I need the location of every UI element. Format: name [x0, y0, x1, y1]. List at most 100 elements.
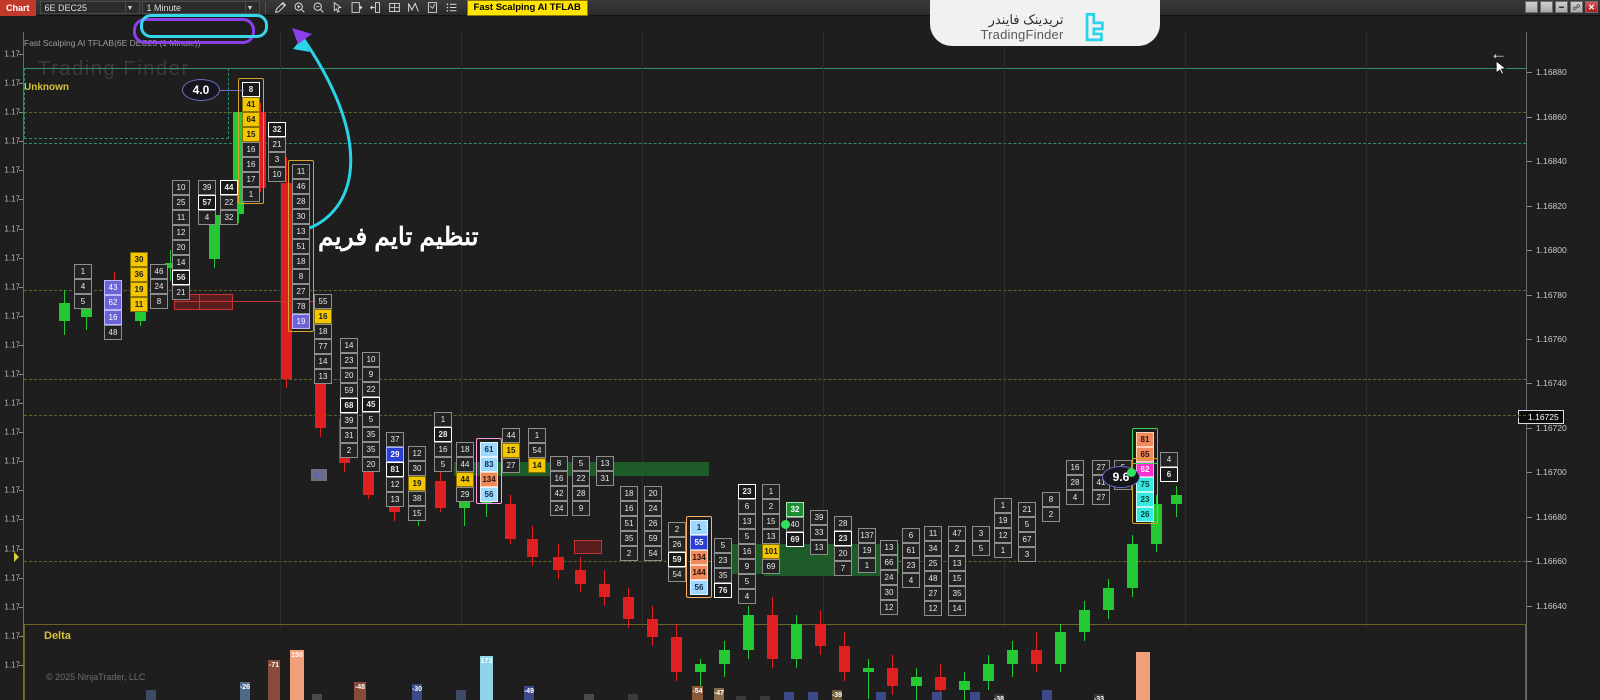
footprint-cell: 43 [104, 280, 122, 295]
footprint-cell: 2 [762, 499, 780, 514]
footprint-cell: 39 [340, 413, 358, 428]
footprint-cell: 30 [408, 461, 426, 476]
axis-tick-mark [1527, 561, 1532, 563]
footprint-cell: 4 [1066, 490, 1084, 505]
axis-tick-label: 1.16720 [1536, 422, 1567, 433]
footprint-cell: 26 [644, 516, 662, 531]
footprint-cell: 16 [1066, 460, 1084, 475]
grid-line [1185, 32, 1186, 628]
footprint-cell: 66 [880, 555, 898, 570]
footprint-cell: 44 [220, 180, 238, 195]
footprint-cell: 81 [1136, 432, 1154, 447]
footprint-cell: 5 [738, 574, 756, 589]
timeframe-selector[interactable]: 1 Minute ▼ [141, 1, 260, 14]
order-flow-icon[interactable] [366, 1, 385, 15]
indicator-line [24, 379, 1526, 380]
footprint-cell: 30 [880, 585, 898, 600]
axis-tick-label: 1.16760 [1536, 334, 1567, 344]
footprint-cell: 30 [292, 209, 310, 224]
indicator-chip[interactable]: Fast Scalping AI TFLAB [466, 0, 588, 16]
back-arrow-icon[interactable]: ← [1490, 44, 1507, 63]
candle-body [767, 614, 778, 660]
footprint-cell: 8 [1042, 492, 1060, 507]
footprint-cell: 23 [714, 553, 732, 568]
footprint-cell: 1 [74, 264, 92, 279]
footprint-cell: 77 [314, 339, 332, 354]
axis-tick-label: 1.16660 [1536, 556, 1567, 567]
data-box-icon[interactable] [347, 1, 366, 15]
zoom-out-icon[interactable] [309, 1, 328, 15]
close-button[interactable]: ✕ [1585, 1, 1598, 13]
footprint-cell: 2 [668, 522, 686, 537]
candle-body [505, 503, 516, 540]
footprint-cell: 30 [130, 252, 148, 267]
footprint-cell: 3 [972, 526, 990, 541]
axis-tick-mark [19, 403, 23, 405]
footprint-cell: 16 [434, 442, 452, 457]
indicator-line [24, 290, 1526, 292]
chevron-down-icon[interactable]: ▼ [124, 2, 135, 13]
candle-body [527, 539, 538, 557]
footprint-cell: 5 [1018, 517, 1036, 532]
candle-body [1171, 494, 1182, 504]
footprint-cell: 101 [762, 544, 780, 559]
chevron-down-icon[interactable]: ▼ [244, 2, 255, 13]
footprint-cell: 31 [340, 428, 358, 443]
properties-icon[interactable] [423, 1, 442, 15]
axis-tick-mark [19, 170, 23, 172]
indicator-icon[interactable] [404, 1, 423, 15]
footprint-cell: 4 [198, 210, 216, 225]
restore2-button[interactable] [1540, 1, 1553, 13]
axis-tick-mark [1527, 339, 1532, 340]
annotation-text: تنظیم تایم فریم [318, 223, 479, 251]
footprint-cell: 20 [834, 546, 852, 561]
footprint-cell: 40 [786, 517, 804, 532]
footprint-cell: 48 [104, 325, 122, 340]
delta-bar [456, 690, 466, 700]
restore-button[interactable] [1525, 1, 1538, 13]
indicator-line [24, 143, 1526, 145]
list-icon[interactable] [442, 1, 461, 15]
footprint-cell: 17 [242, 172, 260, 187]
footprint-cell: 8 [292, 269, 310, 284]
footprint-cell: 14 [340, 338, 358, 353]
footprint-cell: 10 [268, 167, 286, 182]
axis-tick-mark [19, 664, 23, 666]
candle-body [671, 636, 682, 673]
footprint-cell: 57 [198, 195, 216, 210]
axis-tick-mark [19, 344, 23, 346]
footprint-cell: 13 [738, 514, 756, 529]
footprint-cell: 23 [902, 558, 920, 573]
delta-bar [240, 682, 250, 700]
axis-tick-label: 1.17 [4, 194, 20, 204]
chart-plot[interactable]: Trading Finder Unknown Delta © 2025 Ninj… [24, 32, 1526, 700]
crosshair-icon[interactable] [385, 1, 404, 15]
footprint-cell: 67 [1018, 532, 1036, 547]
link-button[interactable]: ☍ [1570, 1, 1583, 13]
bubble-connector [220, 90, 244, 91]
delta-bar [290, 650, 304, 700]
candle-body [1055, 632, 1066, 664]
footprint-cell: 12 [924, 601, 942, 616]
pencil-icon[interactable] [271, 1, 290, 15]
pointer-icon[interactable] [328, 1, 347, 15]
axis-tick-mark [1527, 205, 1532, 207]
zoom-in-icon[interactable] [290, 1, 309, 15]
footprint-cell: 23 [340, 353, 358, 368]
price-axis-right[interactable]: 1.16725 1.16880 1.16860 1.16840 1.16820 1.16… [1518, 32, 1600, 700]
axis-tick-mark [19, 548, 23, 550]
symbol-selector[interactable]: 6E DEC25 ▼ [39, 1, 140, 14]
window-controls: ━ ☍ ✕ [1525, 1, 1598, 13]
footprint-cell: 31 [596, 471, 614, 486]
footprint-cell: 54 [644, 546, 662, 561]
footprint-cell: 13 [948, 556, 966, 571]
delta-bar-label: -33 [1093, 696, 1105, 700]
footprint-cell: 16 [550, 471, 568, 486]
minimize-button[interactable]: ━ [1555, 1, 1568, 13]
footprint-cell: 12 [408, 446, 426, 461]
chart-tab[interactable]: Chart [0, 0, 36, 16]
price-axis-left[interactable]: 1.17 1.17 1.17 1.17 1.17 1.17 1.17 1.17 1.17 1.17… [0, 32, 24, 700]
footprint-cell: 11 [172, 210, 190, 225]
footprint-cell: 28 [572, 486, 590, 501]
footprint-cell: 18 [314, 324, 332, 339]
